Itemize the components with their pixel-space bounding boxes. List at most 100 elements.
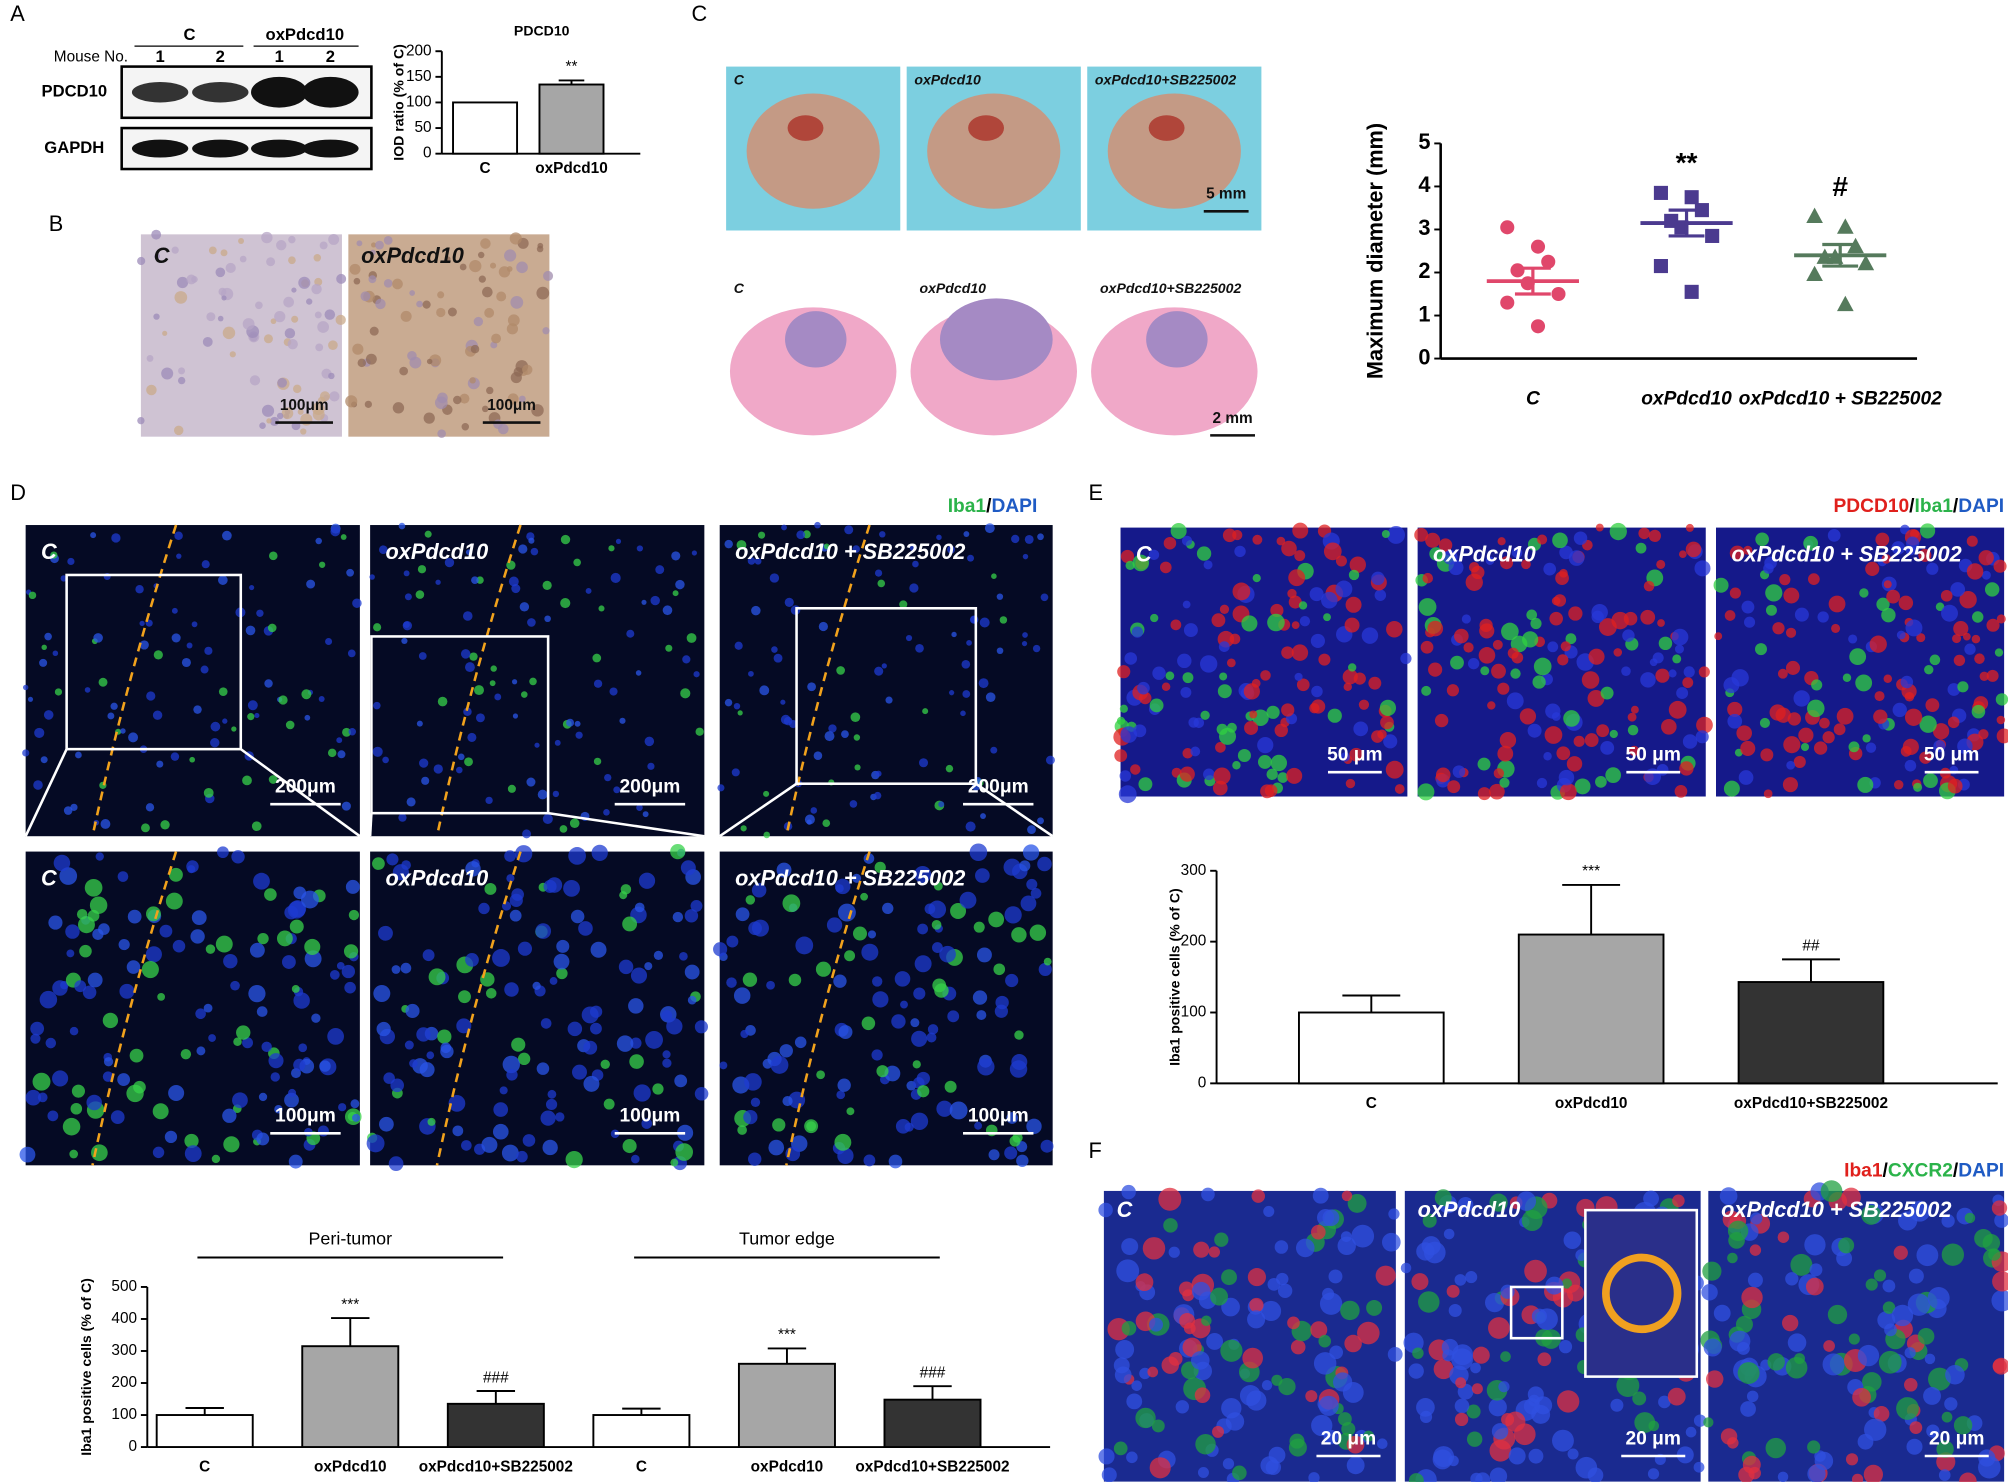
image-texture <box>1819 717 1830 729</box>
image-texture <box>740 1029 749 1039</box>
image-texture <box>1323 613 1331 622</box>
label: oxPdcd10+SB225002 <box>1734 1095 1888 1112</box>
image-texture <box>630 967 648 984</box>
label: 0 <box>423 145 432 162</box>
bar <box>1517 933 1665 1085</box>
image-texture <box>1848 634 1858 644</box>
label: oxPdcd10 <box>919 280 986 296</box>
image-texture <box>589 1005 603 1018</box>
image-texture <box>1291 621 1300 630</box>
image-texture <box>1026 878 1038 890</box>
image-texture <box>1340 1300 1360 1321</box>
image-texture <box>1555 571 1569 585</box>
image-texture <box>1348 663 1357 672</box>
label: oxPdcd10+SB225002 <box>1095 71 1236 87</box>
image-texture <box>988 911 1005 928</box>
image-texture <box>1605 767 1622 784</box>
image-texture <box>84 687 91 693</box>
image-texture <box>1857 1344 1880 1367</box>
image-texture <box>914 865 932 883</box>
image-texture <box>152 1146 165 1159</box>
image-texture <box>694 1020 708 1034</box>
point <box>1530 319 1546 334</box>
label: 4 <box>1418 172 1430 197</box>
image-texture <box>1991 1289 2008 1312</box>
image-texture <box>1121 1238 1139 1256</box>
image-texture <box>939 945 956 963</box>
image-texture <box>401 637 408 645</box>
image-texture <box>565 1150 583 1169</box>
image-texture <box>1941 1411 1953 1423</box>
image-texture <box>71 1084 85 1098</box>
image-texture <box>1703 1338 1722 1357</box>
image-texture <box>91 1144 108 1162</box>
image-texture <box>467 732 477 742</box>
image-texture <box>1270 754 1288 772</box>
image-texture <box>1305 1390 1318 1403</box>
image-texture <box>516 1150 528 1163</box>
image-texture <box>1678 550 1687 559</box>
image-texture <box>171 607 178 614</box>
image-texture <box>1191 1281 1211 1301</box>
image-texture <box>205 944 216 954</box>
image-texture <box>1886 589 1901 604</box>
image-texture <box>1563 710 1580 727</box>
image-texture <box>89 896 108 914</box>
image-texture <box>1252 574 1261 583</box>
image-texture <box>1132 554 1150 572</box>
label: *** <box>1582 863 1600 880</box>
image-texture <box>610 572 621 584</box>
image-texture <box>966 640 972 646</box>
image-texture <box>1344 617 1360 633</box>
image-texture <box>1953 1416 1973 1435</box>
image-texture <box>1212 780 1228 796</box>
image-texture <box>22 684 29 691</box>
image-texture <box>1183 623 1198 638</box>
image-texture <box>1222 528 1237 543</box>
image-texture <box>39 990 58 1009</box>
image-texture <box>1434 1189 1452 1207</box>
image-texture <box>1986 669 1999 682</box>
label: IOD ratio (% of C) <box>390 44 406 161</box>
image-texture <box>891 1014 906 1029</box>
image-texture <box>1672 654 1682 664</box>
image-texture <box>949 1101 968 1120</box>
bar <box>538 83 605 155</box>
image-texture <box>1276 536 1286 546</box>
image-texture <box>492 1123 509 1140</box>
label: 0 <box>1198 1074 1207 1091</box>
image-texture <box>527 618 536 627</box>
image-texture <box>222 530 232 541</box>
image-texture <box>504 982 519 997</box>
image-texture <box>1861 1204 1882 1225</box>
image-texture <box>372 857 385 870</box>
image-texture <box>1759 717 1770 728</box>
image-texture <box>1386 620 1403 638</box>
image-texture <box>276 930 293 947</box>
image-texture <box>261 231 273 244</box>
image-texture <box>726 935 739 948</box>
image-texture <box>1457 1196 1474 1213</box>
image-texture <box>507 314 520 327</box>
image-texture <box>806 1121 817 1132</box>
image-texture <box>1130 764 1141 775</box>
image-texture <box>1787 1333 1807 1352</box>
image-texture <box>1416 1398 1435 1417</box>
image-texture <box>1929 654 1941 666</box>
image-texture <box>242 318 255 330</box>
image-texture <box>1158 1187 1182 1211</box>
image-texture <box>860 892 868 901</box>
image-texture <box>758 531 766 539</box>
image-texture <box>522 829 532 839</box>
image-texture <box>300 890 319 909</box>
image-texture <box>1119 704 1128 713</box>
image-texture <box>1705 1370 1724 1388</box>
image-texture <box>1676 687 1689 700</box>
image-texture <box>1537 1352 1552 1367</box>
image-texture <box>1755 532 1769 547</box>
image-texture <box>1045 755 1055 765</box>
image-texture <box>1026 1118 1042 1135</box>
image-texture <box>593 757 602 766</box>
image-texture <box>1668 669 1677 678</box>
image-texture <box>1817 611 1829 623</box>
